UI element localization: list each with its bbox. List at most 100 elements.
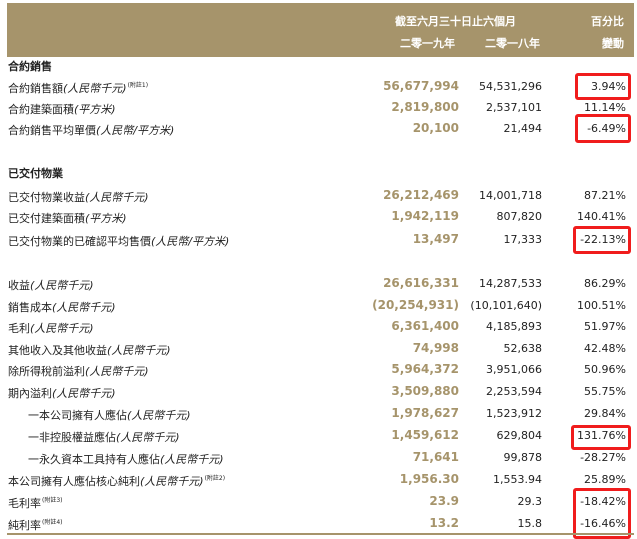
row-label: 一永久資本工具持有人應佔(人民幣千元) <box>28 451 225 467</box>
table-row: 已交付建築面積(平方米) 1,942,119 807,820 140.41% <box>0 207 637 227</box>
pct-change: 25.89% <box>584 473 626 486</box>
value-2019: 71,641 <box>412 450 459 464</box>
row-unit: (平方米) <box>85 212 127 225</box>
year-2018-header: 二零一八年 <box>485 37 540 50</box>
row-unit: (人民幣千元) <box>85 365 149 378</box>
table-row: 期內溢利(人民幣千元) 3,509,880 2,253,594 55.75% <box>0 382 637 402</box>
row-label-text: 已交付物業收益 <box>8 191 85 204</box>
value-2018: 54,531,296 <box>479 80 542 93</box>
value-2019: 13.2 <box>429 516 459 530</box>
table-row: 其他收入及其他收益(人民幣千元) 74,998 52,638 42.48% <box>0 339 637 359</box>
row-label: 除所得稅前溢利(人民幣千元) <box>8 363 150 379</box>
row-unit: (人民幣千元) <box>63 82 127 95</box>
pct-change: -22.13% <box>580 233 626 246</box>
value-2019: 26,616,331 <box>383 276 459 290</box>
row-label-text: 已交付物業的已確認平均售價 <box>8 235 151 248</box>
row-label-text: 純利率 <box>8 519 41 532</box>
row-unit: (人民幣千元) <box>116 431 180 444</box>
value-2019: 5,964,372 <box>391 362 459 376</box>
row-label-text: 本公司擁有人應佔核心純利 <box>8 475 140 488</box>
row-note: (附註3) <box>42 497 63 504</box>
row-label: 銷售成本(人民幣千元) <box>8 299 117 315</box>
row-label: 一本公司擁有人應佔(人民幣千元) <box>28 407 192 423</box>
row-label: 期內溢利(人民幣千元) <box>8 385 117 401</box>
section-title: 已交付物業 <box>8 167 63 180</box>
value-2019: 13,497 <box>412 232 459 246</box>
row-label-text: 收益 <box>8 279 30 292</box>
pct-change: -28.27% <box>580 451 626 464</box>
value-2018: 21,494 <box>503 122 543 135</box>
row-label-text: 除所得稅前溢利 <box>8 365 85 378</box>
highlight-box <box>575 114 631 143</box>
value-2019: 20,100 <box>412 121 459 135</box>
value-2019: 1,459,612 <box>391 428 459 442</box>
value-2019: 1,956.30 <box>399 472 459 486</box>
row-unit: (平方米) <box>74 103 116 116</box>
value-2018: 3,951,066 <box>486 363 542 376</box>
row-label: 毛利(人民幣千元) <box>8 320 95 336</box>
value-2018: (10,101,640) <box>470 299 542 312</box>
value-2018: 15.8 <box>517 517 543 530</box>
value-2018: 29.3 <box>517 495 543 508</box>
value-2018: 807,820 <box>496 210 543 223</box>
row-unit: (人民幣千元) <box>85 191 149 204</box>
value-2019: 26,212,469 <box>383 188 459 202</box>
value-2018: 2,253,594 <box>486 385 542 398</box>
row-label-text: 合約銷售額 <box>8 82 63 95</box>
row-label-text: 合約銷售平均單價 <box>8 124 96 137</box>
pct-change: 29.84% <box>584 407 626 420</box>
pct-change: 140.41% <box>577 210 626 223</box>
row-label: 已交付物業收益(人民幣千元) <box>8 189 150 205</box>
value-2019: 6,361,400 <box>391 319 459 333</box>
value-2019: 56,677,994 <box>383 79 459 93</box>
table-row: 收益(人民幣千元) 26,616,331 14,287,533 86.29% <box>0 274 637 294</box>
row-label-text: 期內溢利 <box>8 387 52 400</box>
value-2019: 1,978,627 <box>391 406 459 420</box>
table-row: 一永久資本工具持有人應佔(人民幣千元) 71,641 99,878 -28.27… <box>0 448 637 468</box>
table-row: 已交付物業收益(人民幣千元) 26,212,469 14,001,718 87.… <box>0 186 637 206</box>
value-2019: 1,942,119 <box>391 209 459 223</box>
bottom-rule <box>7 533 634 535</box>
value-2018: 52,638 <box>503 342 543 355</box>
table-row: 已交付物業的已確認平均售價(人民幣/平方米) 13,497 17,333 -22… <box>0 230 637 250</box>
pct-change: 50.96% <box>584 363 626 376</box>
table-header: 截至六月三十日止六個月 百分比 二零一九年 二零一八年 變動 <box>7 3 634 57</box>
row-label: 本公司擁有人應佔核心純利(人民幣千元)(附註2) <box>8 473 225 489</box>
pct-change: 3.94% <box>591 80 626 93</box>
row-label: 一非控股權益應佔(人民幣千元) <box>28 429 181 445</box>
table-row: 合約銷售平均單價(人民幣/平方米) 20,100 21,494 -6.49% <box>0 119 637 139</box>
row-label-text: 毛利 <box>8 322 30 335</box>
value-2018: 2,537,101 <box>486 101 542 114</box>
highlight-box <box>571 425 631 450</box>
value-2018: 14,001,718 <box>479 189 542 202</box>
value-2019: (20,254,931) <box>372 298 459 312</box>
row-label-text: 一非控股權益應佔 <box>28 431 116 444</box>
pct-change: -6.49% <box>587 122 626 135</box>
highlight-box <box>573 226 631 254</box>
highlight-box <box>575 73 631 100</box>
value-2019: 74,998 <box>412 341 459 355</box>
table-row: 合約銷售額(人民幣千元)(附註1) 56,677,994 54,531,296 … <box>0 77 637 97</box>
row-label: 收益(人民幣千元) <box>8 277 95 293</box>
table-row: 除所得稅前溢利(人民幣千元) 5,964,372 3,951,066 50.96… <box>0 360 637 380</box>
row-label: 毛利率(附註3) <box>8 495 63 511</box>
table-row: 合約建築面積(平方米) 2,819,800 2,537,101 11.14% <box>0 98 637 118</box>
value-2019: 23.9 <box>429 494 459 508</box>
pct-header-bottom: 變動 <box>602 37 624 50</box>
value-2018: 1,523,912 <box>486 407 542 420</box>
row-label: 已交付物業的已確認平均售價(人民幣/平方米) <box>8 233 230 249</box>
row-label-text: 合約建築面積 <box>8 103 74 116</box>
row-label-text: 一永久資本工具持有人應佔 <box>28 453 160 466</box>
pct-change: 100.51% <box>577 299 626 312</box>
value-2018: 99,878 <box>503 451 543 464</box>
pct-change: -18.42% <box>580 495 626 508</box>
value-2019: 2,819,800 <box>391 100 459 114</box>
row-unit: (人民幣/平方米) <box>151 235 230 248</box>
period-header: 截至六月三十日止六個月 <box>395 15 516 28</box>
row-unit: (人民幣千元) <box>140 475 204 488</box>
value-2018: 4,185,893 <box>486 320 542 333</box>
row-note: (附註4) <box>42 519 63 526</box>
year-2019-header: 二零一九年 <box>400 37 455 50</box>
table-row: 一非控股權益應佔(人民幣千元) 1,459,612 629,804 131.76… <box>0 426 637 446</box>
